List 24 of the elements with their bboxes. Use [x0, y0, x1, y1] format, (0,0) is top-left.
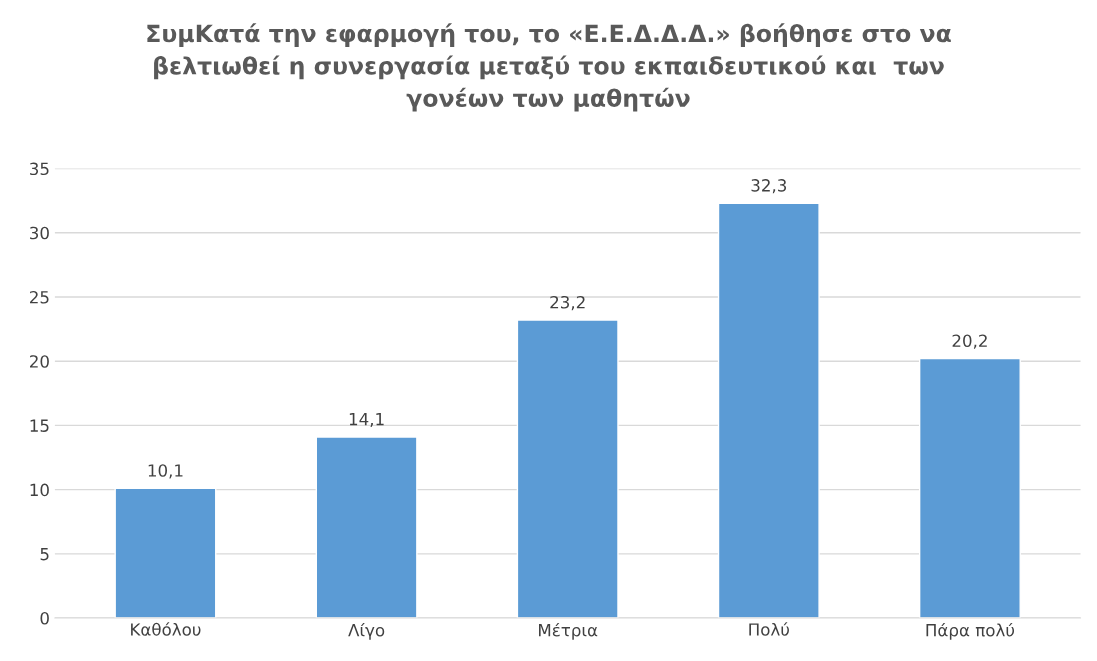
y-tick-label: 35: [30, 162, 49, 176]
y-tick-label: 20: [30, 355, 49, 368]
data-label: 14,1: [349, 413, 384, 428]
y-tick-label: 15: [30, 419, 49, 432]
y-tick-label: 30: [30, 226, 49, 240]
bar: [717, 202, 820, 619]
y-tick-label: 25: [30, 290, 49, 304]
data-label: 20,2: [952, 334, 987, 349]
bar: [918, 357, 1021, 619]
bar: [114, 487, 217, 619]
y-tick-label: 10: [30, 483, 49, 497]
bar: [516, 319, 619, 619]
data-label: 23,2: [550, 295, 585, 311]
x-tick-label: Καθόλου: [131, 622, 201, 636]
y-tick-label: 5: [40, 548, 49, 561]
bar: [315, 436, 418, 619]
x-tick-label: Πολύ: [749, 622, 789, 636]
chart-title: ΣυμΚατά την εφαρμογή του, το «Ε.Ε.Δ.Δ.Δ.» βοήθησε στο να βελτιωθεί η συνεργασία μεταξύ του εκπαιδευτικού και των γονέων των μαθητών: [147, 23, 951, 112]
data-label: 32,3: [751, 179, 787, 194]
y-tick-label: 0: [40, 612, 49, 625]
x-tick-label: Πάρα πολύ: [926, 622, 1015, 640]
data-label: 10,1: [148, 464, 183, 479]
x-tick-label: Μέτρια: [539, 622, 598, 640]
x-tick-label: Λίγο: [348, 622, 385, 640]
